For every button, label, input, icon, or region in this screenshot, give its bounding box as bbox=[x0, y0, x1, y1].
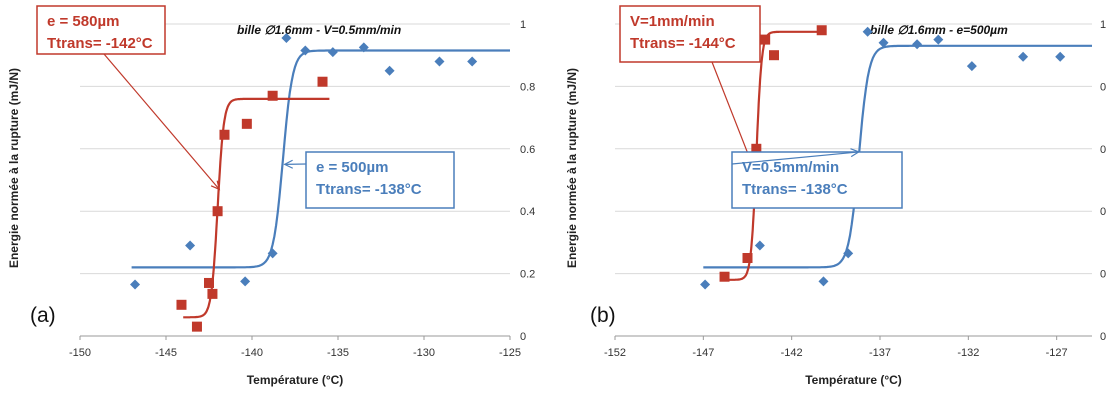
y-tick-label: 0.4 bbox=[520, 206, 535, 218]
annotation-text: e = 500µm bbox=[316, 159, 388, 176]
fit-curve bbox=[721, 30, 824, 281]
x-tick-label: -137 bbox=[869, 347, 891, 359]
x-tick-label: -127 bbox=[1046, 347, 1068, 359]
data-point bbox=[912, 39, 923, 50]
x-tick-label: -132 bbox=[957, 347, 979, 359]
annotation-arrow bbox=[103, 53, 220, 190]
annotation-arrowhead bbox=[283, 159, 294, 169]
y-tick-label: 0.4 bbox=[1100, 206, 1107, 218]
data-point bbox=[816, 25, 827, 36]
annotation-text: V=1mm/min bbox=[630, 13, 715, 30]
panel-label: (a) bbox=[30, 304, 56, 327]
data-point bbox=[700, 279, 711, 290]
data-point bbox=[742, 253, 753, 263]
annotation-text: Ttrans= -138°C bbox=[316, 181, 422, 198]
data-point bbox=[207, 288, 218, 299]
annotation-text: Ttrans= -138°C bbox=[742, 181, 848, 198]
fit-curve bbox=[131, 49, 510, 269]
data-point bbox=[130, 279, 141, 290]
y-tick-label: 0.2 bbox=[1100, 269, 1107, 281]
chart-panel-b: 0 0.2 0.4 0.6 0.8 1 -152 -147 -142 -137 -132 -127 Te… bbox=[565, 5, 1107, 387]
annotation-text: Ttrans= -144°C bbox=[630, 35, 736, 52]
annotation-arrow bbox=[731, 151, 859, 165]
data-point bbox=[719, 271, 730, 282]
data-point bbox=[219, 129, 230, 140]
data-point bbox=[240, 276, 251, 287]
data-point bbox=[751, 143, 762, 154]
chart-subtitle: bille ∅1.6mm - V=0.5mm/min bbox=[237, 23, 401, 37]
annotation-arrowhead bbox=[850, 148, 861, 158]
y-tick-label: 0 bbox=[520, 331, 526, 343]
x-tick-label: -147 bbox=[692, 347, 714, 359]
data-point bbox=[467, 56, 478, 67]
annotation-text: V=0.5mm/min bbox=[742, 159, 839, 176]
x-tick-label: -150 bbox=[69, 347, 91, 359]
annotation-text: e = 580µm bbox=[47, 13, 119, 30]
data-point bbox=[843, 248, 854, 259]
y-tick-label: 0.8 bbox=[1100, 81, 1107, 93]
y-axis-label: Energie normée à la rupture (mJ/N) bbox=[7, 68, 21, 268]
y-tick-label: 0 bbox=[1100, 331, 1106, 343]
x-axis-label: Température (°C) bbox=[805, 373, 902, 387]
x-axis-label: Température (°C) bbox=[247, 373, 344, 387]
y-tick-label: 0.6 bbox=[1100, 144, 1107, 156]
annotation-box bbox=[36, 5, 166, 55]
data-point bbox=[754, 240, 765, 251]
x-tick-label: -140 bbox=[241, 347, 263, 359]
data-point bbox=[176, 299, 187, 310]
data-point bbox=[966, 61, 977, 72]
chart-panel-a: 0 0.2 0.4 0.6 0.8 1 -150 -145 -140 -135 -130 -125 Te… bbox=[7, 5, 535, 387]
annotation-box bbox=[619, 5, 761, 63]
y-tick-label: 0.6 bbox=[520, 144, 535, 156]
data-point bbox=[818, 276, 829, 287]
data-point bbox=[212, 206, 223, 217]
data-point bbox=[281, 33, 292, 44]
data-point bbox=[300, 45, 311, 56]
data-point bbox=[191, 321, 202, 332]
x-tick-label: -130 bbox=[413, 347, 435, 359]
data-point bbox=[327, 47, 338, 58]
data-point bbox=[204, 277, 214, 288]
data-point bbox=[358, 42, 369, 53]
annotation-box bbox=[305, 151, 455, 209]
data-point bbox=[185, 240, 196, 251]
x-tick-label: -152 bbox=[604, 347, 626, 359]
data-point bbox=[434, 56, 445, 67]
y-tick-label: 1 bbox=[520, 19, 526, 31]
chart-subtitle: bille ∅1.6mm - e=500µm bbox=[870, 23, 1008, 37]
data-point bbox=[317, 76, 328, 87]
data-point bbox=[1018, 51, 1029, 62]
y-tick-label: 0.2 bbox=[520, 269, 535, 281]
data-point bbox=[862, 26, 873, 37]
data-point bbox=[1055, 51, 1066, 62]
y-tick-label: 1 bbox=[1100, 19, 1106, 31]
fit-curve bbox=[703, 44, 1092, 269]
annotation-text: Ttrans= -142°C bbox=[47, 35, 153, 52]
x-tick-label: -135 bbox=[327, 347, 349, 359]
data-point bbox=[267, 248, 278, 259]
data-point bbox=[933, 34, 944, 45]
x-tick-label: -145 bbox=[155, 347, 177, 359]
x-tick-label: -142 bbox=[781, 347, 803, 359]
data-point bbox=[760, 34, 771, 45]
data-point bbox=[769, 50, 779, 61]
data-point bbox=[267, 90, 278, 101]
y-tick-label: 0.8 bbox=[520, 81, 535, 93]
annotation-arrowhead bbox=[210, 180, 221, 191]
data-point bbox=[878, 37, 889, 48]
data-point bbox=[241, 118, 252, 129]
y-axis-label: Energie normée à la rupture (mJ/N) bbox=[565, 68, 579, 268]
panel-label: (b) bbox=[590, 304, 616, 327]
data-point bbox=[384, 65, 395, 76]
fit-curve bbox=[183, 97, 330, 319]
x-tick-label: -125 bbox=[499, 347, 521, 359]
